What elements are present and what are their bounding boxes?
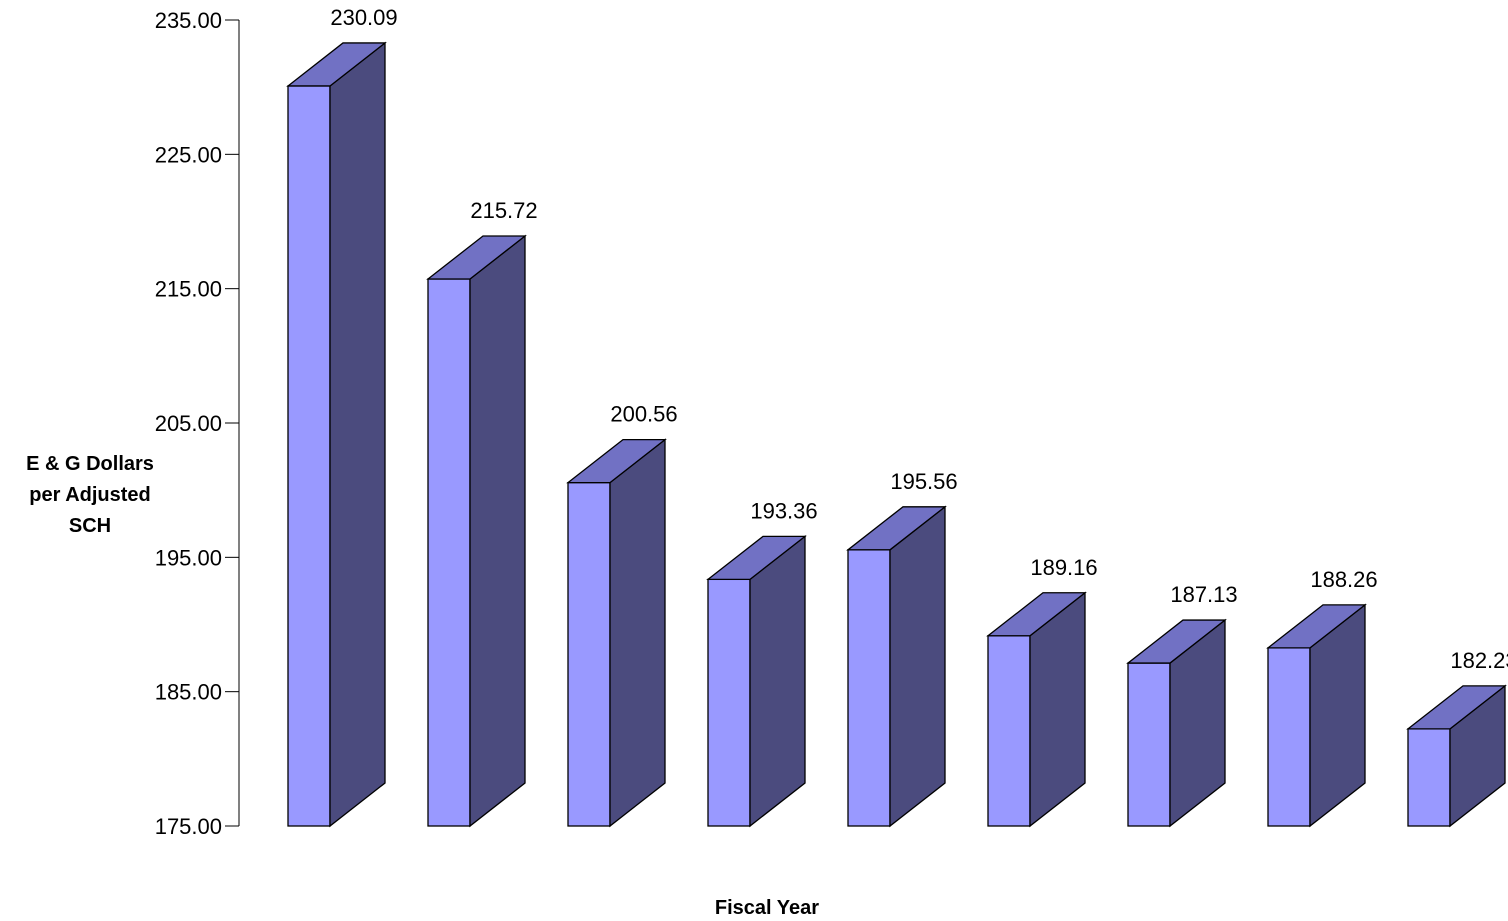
bar-front-face <box>567 481 611 827</box>
data-labels: 230.09 215.72 200.56 193.36 195.56 189.16 187.… <box>330 5 1508 673</box>
bar-top-face <box>1266 604 1367 649</box>
x-axis-title: Fiscal Year <box>715 897 819 919</box>
y-tick-label: 185.00 <box>155 680 222 705</box>
bar-value-label: 182.23 <box>1450 648 1508 673</box>
bar <box>986 591 1087 828</box>
bar-value-label: 187.13 <box>1170 582 1237 607</box>
bar-top-face <box>1406 685 1507 730</box>
bar-front-face <box>987 635 1031 827</box>
y-tick-label: 205.00 <box>155 411 222 436</box>
bar-value-label: 215.72 <box>470 198 537 223</box>
bar <box>566 438 667 828</box>
y-axis: 175.00 185.00 195.00 205.00 215.00 225.00 235.… <box>155 8 240 839</box>
y-axis-title-line: E & G Dollars <box>26 453 154 475</box>
y-tick-label: 225.00 <box>155 142 222 167</box>
bar-front-face <box>707 578 751 827</box>
bar-value-label: 188.26 <box>1310 567 1377 592</box>
bar-value-label: 193.36 <box>750 498 817 523</box>
bar-side-face <box>469 234 526 828</box>
y-tick-label: 215.00 <box>155 277 222 302</box>
bar-top-face <box>566 438 667 484</box>
bar-value-label: 189.16 <box>1030 555 1097 580</box>
bar <box>1406 684 1507 828</box>
bar-top-face <box>986 592 1087 637</box>
bar-front-face <box>287 85 331 827</box>
bar <box>846 505 947 828</box>
bar <box>1266 603 1367 828</box>
bar-front-face <box>847 549 891 827</box>
bar-top-face <box>426 235 527 280</box>
bars <box>286 41 1507 828</box>
y-tick-label: 195.00 <box>155 545 222 570</box>
y-axis-title: E & G Dollars per Adjusted SCH <box>26 453 154 537</box>
bar-side-face <box>609 438 666 828</box>
bar-side-face <box>889 505 946 828</box>
bar <box>706 535 807 828</box>
bar-top-face <box>1126 619 1227 664</box>
bar <box>426 234 527 828</box>
bar-value-label: 200.56 <box>610 402 677 427</box>
bar-value-label: 195.56 <box>890 469 957 494</box>
bar-front-face <box>1127 662 1171 827</box>
bar-front-face <box>1267 647 1311 827</box>
bar-side-face <box>329 41 386 828</box>
bar-value-label: 230.09 <box>330 5 397 30</box>
bar <box>1126 618 1227 828</box>
y-axis-title-line: per Adjusted <box>29 484 151 506</box>
y-axis-title-line: SCH <box>69 515 111 537</box>
bar-top-face <box>286 42 387 87</box>
y-tick-label: 235.00 <box>155 8 222 33</box>
bar-top-face <box>846 506 947 551</box>
bar-front-face <box>427 278 471 827</box>
bar-front-face <box>1407 728 1451 827</box>
bar <box>286 41 387 828</box>
y-tick-label: 175.00 <box>155 814 222 839</box>
bar-top-face <box>706 535 807 581</box>
bar-side-face <box>749 535 806 828</box>
